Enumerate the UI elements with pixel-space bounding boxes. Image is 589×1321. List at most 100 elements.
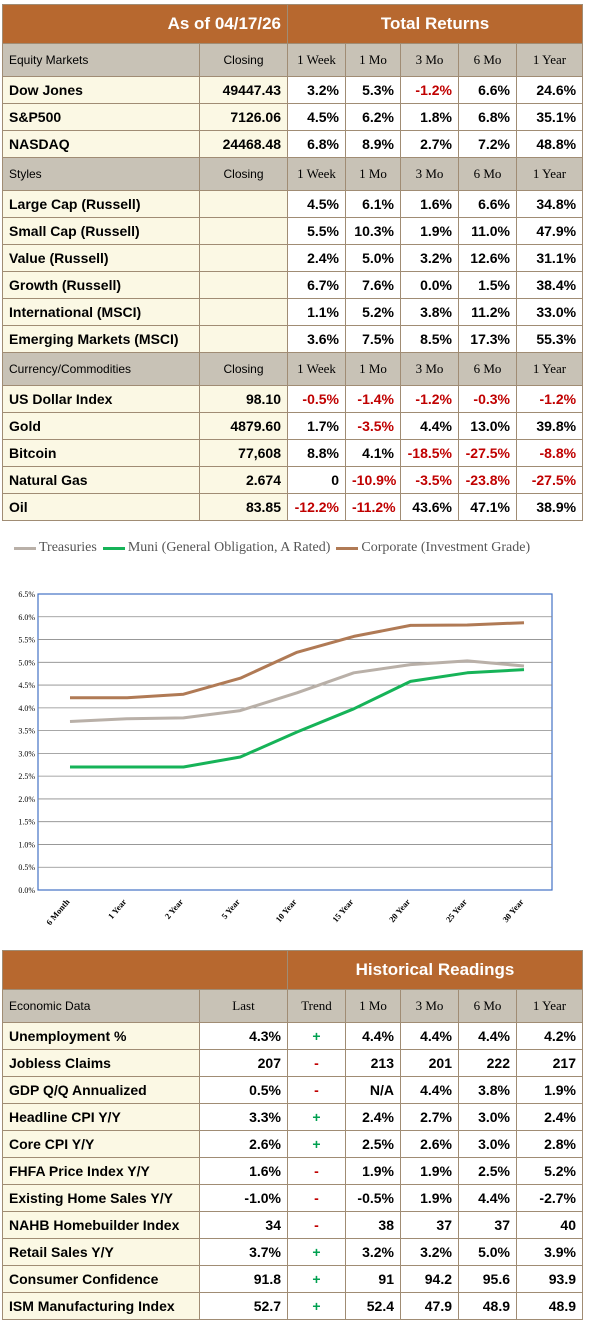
historical-value: 2.4%: [345, 1103, 401, 1131]
closing-value: 4879.60: [199, 412, 288, 440]
historical-value: -2.7%: [516, 1184, 583, 1212]
return-value: -0.3%: [458, 385, 517, 413]
closing-value: 24468.48: [199, 130, 288, 158]
closing-value: [199, 244, 288, 272]
y-tick-label: 3.0%: [18, 749, 35, 758]
row-name: Growth (Russell): [2, 271, 200, 299]
closing-header: Closing: [199, 352, 288, 386]
trend-indicator: +: [287, 1022, 346, 1050]
historical-value: 3.8%: [458, 1076, 517, 1104]
historical-value: 37: [400, 1211, 459, 1239]
return-col-header: 1 Year: [515, 43, 584, 77]
x-tick-label: 2 Year: [163, 897, 186, 921]
section-title: Styles: [2, 157, 200, 191]
historical-value: 94.2: [400, 1265, 459, 1293]
historical-value: 38: [345, 1211, 401, 1239]
return-value: -3.5%: [345, 412, 401, 440]
row-name: International (MSCI): [2, 298, 200, 326]
row-name: Value (Russell): [2, 244, 200, 272]
last-value: 52.7: [199, 1292, 288, 1320]
return-value: 0: [287, 466, 346, 494]
section-title: Equity Markets: [2, 43, 200, 77]
historical-value: 91: [345, 1265, 401, 1293]
return-col-header: 1 Year: [515, 352, 584, 386]
return-value: -12.2%: [287, 493, 346, 521]
table-row: NASDAQ 24468.48 6.8% 8.9% 2.7% 7.2% 48.8%: [2, 130, 584, 158]
historical-value: 5.2%: [516, 1157, 583, 1185]
y-tick-label: 1.5%: [18, 818, 35, 827]
plot-area: [37, 593, 553, 891]
historical-value: 5.0%: [458, 1238, 517, 1266]
trend-indicator: +: [287, 1103, 346, 1131]
return-value: 55.3%: [515, 325, 584, 353]
indicator-name: Unemployment %: [2, 1022, 200, 1050]
closing-value: 83.85: [199, 493, 288, 521]
table-row: US Dollar Index 98.10 -0.5% -1.4% -1.2% -0.3%…: [2, 385, 584, 413]
historical-value: 1.9%: [400, 1184, 459, 1212]
return-col-header: 3 Mo: [400, 352, 459, 386]
last-value: 1.6%: [199, 1157, 288, 1185]
historical-value: 48.9: [516, 1292, 583, 1320]
return-value: 33.0%: [515, 298, 584, 326]
last-value: 3.7%: [199, 1238, 288, 1266]
historical-value: 1.9%: [345, 1157, 401, 1185]
table-row: Large Cap (Russell) 4.5% 6.1% 1.6% 6.6% 34.8%: [2, 190, 584, 218]
historical-value: -0.5%: [345, 1184, 401, 1212]
trend-indicator: +: [287, 1130, 346, 1158]
return-value: 4.5%: [287, 190, 346, 218]
x-tick-label: 20 Year: [387, 897, 412, 925]
table-row: Value (Russell) 2.4% 5.0% 3.2% 12.6% 31.1%: [2, 244, 584, 272]
historical-value: 213: [345, 1049, 401, 1077]
table-row: Emerging Markets (MSCI) 3.6% 7.5% 8.5% 17.3%…: [2, 325, 584, 353]
return-value: 12.6%: [458, 244, 517, 272]
return-value: 47.1%: [458, 493, 517, 521]
last-value: 34: [199, 1211, 288, 1239]
return-col-header: 1 Mo: [345, 157, 401, 191]
table-row: Existing Home Sales Y/Y -1.0% - -0.5% 1.9% 4.…: [2, 1184, 583, 1212]
return-value: 2.4%: [287, 244, 346, 272]
row-name: Gold: [2, 412, 200, 440]
table-row: International (MSCI) 1.1% 5.2% 3.8% 11.2% 33.…: [2, 298, 584, 326]
table-row: Core CPI Y/Y 2.6% +2.5% 2.6% 3.0% 2.8%: [2, 1130, 583, 1158]
y-tick-label: 2.0%: [18, 795, 35, 804]
styles-subheader: Styles Closing 1 Week 1 Mo 3 Mo 6 Mo 1 Year: [2, 157, 584, 191]
return-value: -18.5%: [400, 439, 459, 467]
closing-value: [199, 217, 288, 245]
return-value: 35.1%: [515, 103, 584, 131]
return-value: 11.0%: [458, 217, 517, 245]
last-value: 207: [199, 1049, 288, 1077]
return-value: 38.4%: [515, 271, 584, 299]
chart-legend: Treasuries Muni (General Obligation, A R…: [14, 540, 584, 556]
row-name: US Dollar Index: [2, 385, 200, 413]
legend-muni: Muni (General Obligation, A Rated): [102, 540, 330, 556]
historical-value: 3.2%: [345, 1238, 401, 1266]
total-returns-header: Total Returns: [286, 4, 584, 44]
indicator-name: Core CPI Y/Y: [2, 1130, 200, 1158]
return-value: 3.2%: [400, 244, 459, 272]
historical-value: 4.4%: [458, 1184, 517, 1212]
x-tick-label: 15 Year: [330, 897, 355, 925]
y-tick-label: 2.5%: [18, 772, 35, 781]
historical-value: 2.8%: [516, 1130, 583, 1158]
return-value: -27.5%: [515, 466, 584, 494]
table-row: Bitcoin 77,608 8.8% 4.1% -18.5% -27.5% -8.8%: [2, 439, 584, 467]
indicator-name: FHFA Price Index Y/Y: [2, 1157, 200, 1185]
historical-value: 52.4: [345, 1292, 401, 1320]
historical-value: 4.4%: [400, 1022, 459, 1050]
return-value: 34.8%: [515, 190, 584, 218]
table-row: ISM Manufacturing Index 52.7 +52.4 47.9 48.9…: [2, 1292, 583, 1320]
closing-value: 77,608: [199, 439, 288, 467]
return-value: 6.2%: [345, 103, 401, 131]
return-value: 6.1%: [345, 190, 401, 218]
return-value: 24.6%: [515, 76, 584, 104]
return-value: 4.1%: [345, 439, 401, 467]
return-value: 3.6%: [287, 325, 346, 353]
trend-indicator: +: [287, 1265, 346, 1293]
historical-value: 2.5%: [345, 1130, 401, 1158]
return-value: 7.2%: [458, 130, 517, 158]
historical-value: 4.4%: [458, 1022, 517, 1050]
return-value: 1.7%: [287, 412, 346, 440]
return-col-header: 1 Mo: [345, 352, 401, 386]
historical-value: 2.6%: [400, 1130, 459, 1158]
legend-corporate: Corporate (Investment Grade): [336, 540, 530, 556]
